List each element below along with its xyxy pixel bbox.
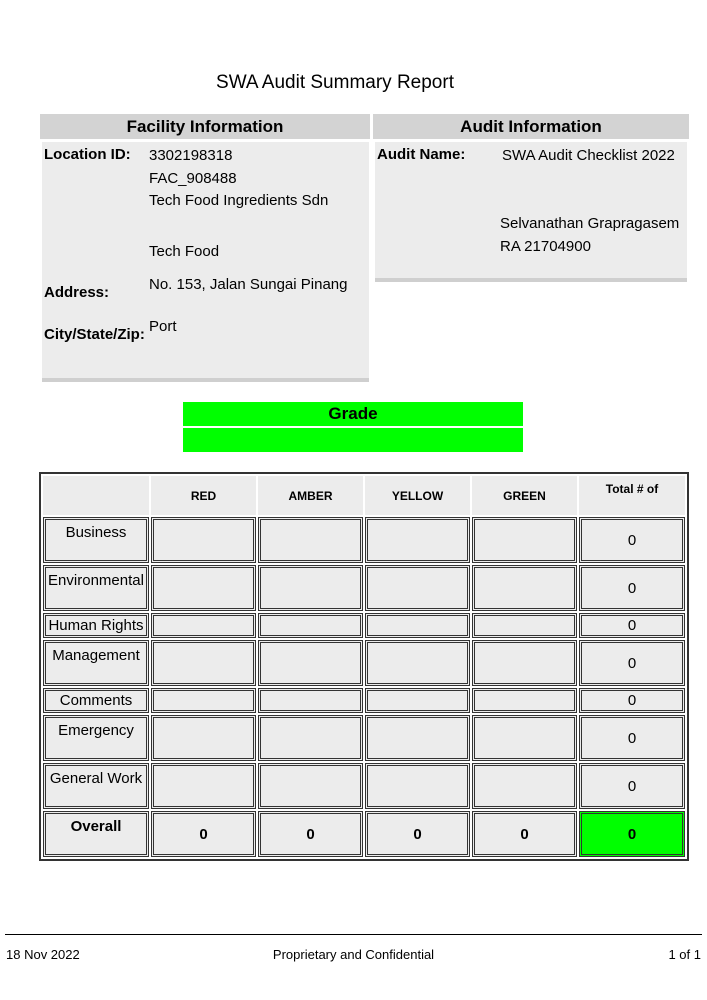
col-header-yellow: YELLOW xyxy=(365,476,470,515)
cell xyxy=(365,688,470,713)
cell xyxy=(151,613,256,638)
overall-red: 0 xyxy=(151,811,256,857)
col-header-green: GREEN xyxy=(472,476,577,515)
overall-yellow: 0 xyxy=(365,811,470,857)
cell xyxy=(151,688,256,713)
row-label: Emergency xyxy=(43,715,149,761)
row-label: Business xyxy=(43,517,149,563)
cell xyxy=(258,517,363,563)
cell xyxy=(258,640,363,686)
cell xyxy=(151,763,256,809)
cell xyxy=(365,763,470,809)
header-row: RED AMBER YELLOW GREEN Total # of xyxy=(43,476,685,515)
footer-date: 18 Nov 2022 xyxy=(6,947,80,962)
overall-amber: 0 xyxy=(258,811,363,857)
col-header-total: Total # of xyxy=(579,476,685,515)
cell xyxy=(472,763,577,809)
cell xyxy=(151,715,256,761)
cell xyxy=(258,565,363,611)
address-value: No. 153, Jalan Sungai Pinang xyxy=(149,276,348,293)
cell xyxy=(472,565,577,611)
auditor-id: RA 21704900 xyxy=(500,238,591,255)
cell xyxy=(472,517,577,563)
cell xyxy=(258,613,363,638)
overall-row: Overall 0 0 0 0 0 xyxy=(43,811,685,857)
facility-panel xyxy=(42,142,369,382)
overall-total: 0 xyxy=(579,811,685,857)
auditor-name: Selvanathan Grapragasem xyxy=(500,215,680,232)
facility-name: Tech Food Ingredients Sdn xyxy=(149,192,329,209)
table-row: Human Rights 0 xyxy=(43,613,685,638)
audit-name-label: Audit Name: xyxy=(377,146,466,163)
table-row: Environmental 0 xyxy=(43,565,685,611)
grade-header: Grade xyxy=(183,402,523,426)
footer-confidential: Proprietary and Confidential xyxy=(272,947,435,962)
cell xyxy=(151,640,256,686)
table-row: Comments 0 xyxy=(43,688,685,713)
cell xyxy=(472,715,577,761)
cell xyxy=(365,565,470,611)
location-label: Location ID: xyxy=(44,146,131,163)
row-label: General Work xyxy=(43,763,149,809)
facility-short-name: Tech Food xyxy=(149,243,220,260)
footer-divider xyxy=(5,934,702,935)
audit-panel xyxy=(375,142,687,282)
cell xyxy=(365,715,470,761)
row-total: 0 xyxy=(579,715,685,761)
table-row: General Work 0 xyxy=(43,763,685,809)
address-label: Address: xyxy=(44,284,110,301)
row-total: 0 xyxy=(579,613,685,638)
col-header-red: RED xyxy=(151,476,256,515)
row-total: 0 xyxy=(579,517,685,563)
table-row: Emergency 0 xyxy=(43,715,685,761)
audit-name: SWA Audit Checklist 2022 xyxy=(502,147,675,164)
row-label: Environmental xyxy=(43,565,149,611)
cell xyxy=(365,613,470,638)
table-row: Management 0 xyxy=(43,640,685,686)
cell xyxy=(258,763,363,809)
row-total: 0 xyxy=(579,763,685,809)
cell xyxy=(365,640,470,686)
cell xyxy=(151,565,256,611)
location-id: 3302198318 xyxy=(149,147,233,164)
cell xyxy=(472,640,577,686)
row-label: Comments xyxy=(43,688,149,713)
facility-code: FAC_908488 xyxy=(149,170,237,187)
row-label: Management xyxy=(43,640,149,686)
overall-green: 0 xyxy=(472,811,577,857)
cell xyxy=(472,688,577,713)
col-header-blank xyxy=(43,476,149,515)
audit-header: Audit Information xyxy=(373,114,689,139)
overall-label: Overall xyxy=(43,811,149,857)
row-label: Human Rights xyxy=(43,613,149,638)
table-row: Business 0 xyxy=(43,517,685,563)
footer-page: 1 of 1 xyxy=(668,947,701,962)
row-total: 0 xyxy=(579,640,685,686)
col-header-amber: AMBER xyxy=(258,476,363,515)
cell xyxy=(151,517,256,563)
findings-table: RED AMBER YELLOW GREEN Total # of Busine… xyxy=(39,472,689,861)
row-total: 0 xyxy=(579,565,685,611)
facility-header: Facility Information xyxy=(40,114,370,139)
cell xyxy=(258,688,363,713)
cell xyxy=(258,715,363,761)
row-total: 0 xyxy=(579,688,685,713)
report-title: SWA Audit Summary Report xyxy=(216,72,454,93)
cell xyxy=(472,613,577,638)
grade-value xyxy=(183,428,523,452)
city-label: City/State/Zip: xyxy=(44,326,145,343)
cell xyxy=(365,517,470,563)
city-value: Port xyxy=(149,318,177,335)
